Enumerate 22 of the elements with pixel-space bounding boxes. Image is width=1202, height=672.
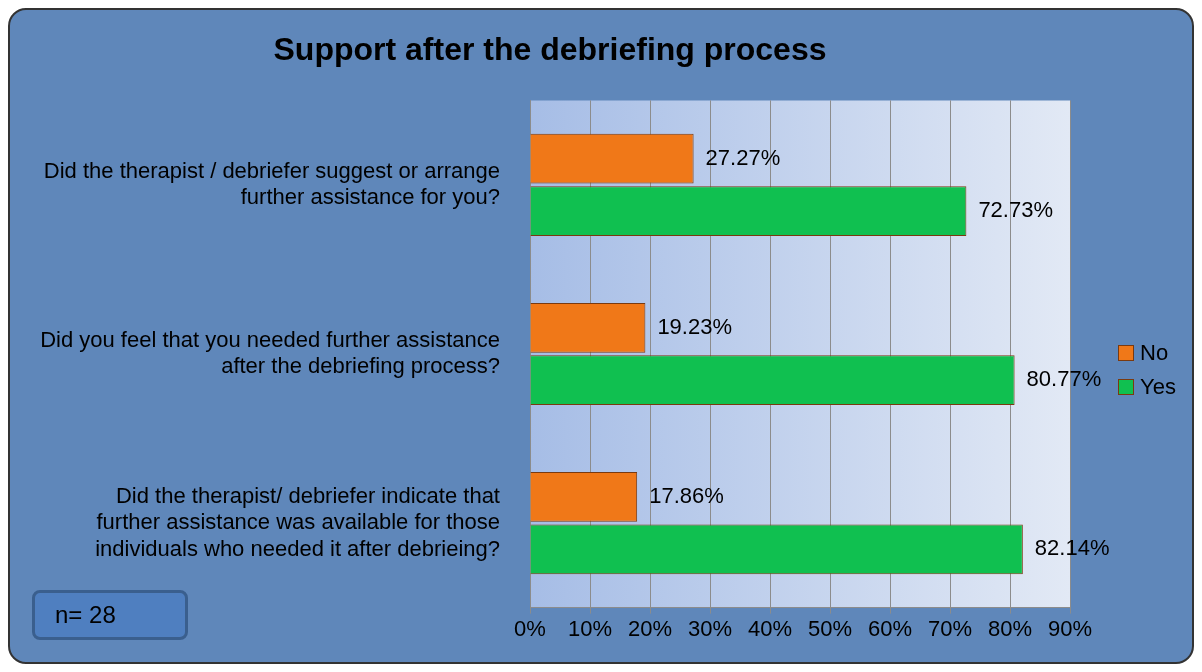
x-tick-label: 70% bbox=[927, 615, 973, 641]
x-tick-label: 50% bbox=[807, 615, 853, 641]
text: Yes bbox=[1140, 374, 1176, 400]
legend-label: No bbox=[1140, 340, 1169, 366]
y-tick-label: Did the therapist / debriefer suggest or arrange further assistance for you? bbox=[43, 157, 500, 210]
x-tick-label: 30% bbox=[687, 615, 733, 641]
x-tick-label: 60% bbox=[867, 615, 913, 641]
data-label: 80.77% bbox=[1026, 366, 1102, 392]
x-tick-label: 10% bbox=[567, 615, 613, 641]
data-label: 17.86% bbox=[649, 482, 724, 508]
x-tick-label: 80% bbox=[987, 615, 1033, 641]
x-tick-label: 90% bbox=[1047, 615, 1093, 641]
data-label: 27.27% bbox=[705, 144, 781, 170]
x-tick-label: 20% bbox=[627, 615, 673, 641]
x-tick-label: 40% bbox=[747, 615, 793, 641]
data-label: 19.23% bbox=[657, 313, 733, 339]
x-tick-label: 0% bbox=[514, 615, 546, 641]
chart-title: Support after the debriefing process bbox=[273, 31, 827, 68]
data-label: 72.73% bbox=[978, 197, 1054, 223]
text: n= 28 bbox=[32, 590, 188, 640]
y-tick-label: Did the therapist/ debriefer indicate that further assistance was available for those individuals who needed it after debrieing? bbox=[95, 482, 500, 561]
y-tick-label: Did you feel that you needed further assistance after the debriefing process? bbox=[40, 326, 500, 379]
